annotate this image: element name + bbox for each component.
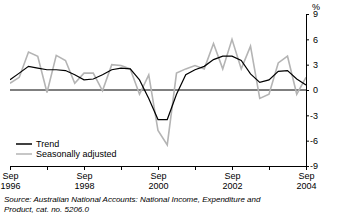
y-tick-mark bbox=[306, 141, 309, 142]
y-tick: 6 bbox=[306, 35, 318, 45]
x-tick-label: Sep1998 bbox=[74, 171, 94, 191]
x-tick-mark bbox=[84, 166, 85, 170]
x-tick: Sep2004 bbox=[296, 166, 316, 191]
source-note: Source: Australian National Accounts: Na… bbox=[4, 195, 261, 204]
y-tick-mark bbox=[306, 39, 309, 40]
y-tick-label: 0 bbox=[313, 85, 318, 95]
y-tick-label: 6 bbox=[313, 35, 318, 45]
source-note: Product, cat. no. 5206.0 bbox=[4, 205, 89, 214]
y-axis: 9630-3-6-9 bbox=[306, 9, 318, 171]
x-tick bbox=[195, 166, 196, 170]
legend-swatch bbox=[16, 143, 32, 145]
y-tick: 0 bbox=[306, 85, 318, 95]
y-tick-mark bbox=[306, 65, 309, 66]
x-tick-label: Sep1996 bbox=[0, 171, 20, 191]
x-tick-label: Sep2000 bbox=[148, 171, 168, 191]
x-tick-mark bbox=[158, 166, 159, 170]
x-tick-mark bbox=[306, 166, 307, 170]
x-tick-mark bbox=[269, 166, 270, 170]
x-tick-label: Sep2002 bbox=[222, 171, 242, 191]
x-tick: Sep1998 bbox=[74, 166, 94, 191]
chart: 9630-3-6-9%Sep1996Sep1998Sep2000Sep2002S… bbox=[0, 0, 340, 217]
x-tick bbox=[269, 166, 270, 170]
x-tick-mark bbox=[47, 166, 48, 170]
x-tick-mark bbox=[232, 166, 233, 170]
x-tick bbox=[47, 166, 48, 170]
x-tick: Sep1996 bbox=[0, 166, 20, 191]
legend-swatch bbox=[16, 153, 32, 155]
y-tick-label: 3 bbox=[313, 60, 318, 70]
y-tick: -6 bbox=[306, 136, 318, 146]
x-tick-mark bbox=[10, 166, 11, 170]
legend-label: Seasonally adjusted bbox=[36, 149, 117, 159]
y-tick-mark bbox=[306, 90, 309, 91]
legend: TrendSeasonally adjusted bbox=[16, 139, 117, 159]
y-tick-mark bbox=[306, 115, 309, 116]
series-line bbox=[10, 56, 306, 119]
x-tick bbox=[121, 166, 122, 170]
x-axis: Sep1996 Sep1998 Sep2000 Sep2002 Sep2004 bbox=[0, 166, 316, 191]
y-tick-label: -3 bbox=[310, 111, 318, 121]
y-axis-label: % bbox=[312, 2, 320, 12]
y-tick: -9 bbox=[306, 161, 318, 171]
y-tick-label: -9 bbox=[310, 161, 318, 171]
y-tick: 3 bbox=[306, 60, 318, 70]
x-tick-label: Sep2004 bbox=[296, 171, 316, 191]
y-axis-line bbox=[307, 15, 310, 167]
x-axis-line bbox=[11, 167, 307, 171]
y-tick-label: -6 bbox=[310, 136, 318, 146]
plot-area bbox=[10, 39, 306, 145]
x-tick: Sep2000 bbox=[148, 166, 168, 191]
x-tick: Sep2002 bbox=[222, 166, 242, 191]
series-line bbox=[10, 39, 306, 145]
x-tick-mark bbox=[121, 166, 122, 170]
y-tick-mark bbox=[306, 14, 309, 15]
y-tick: -3 bbox=[306, 111, 318, 121]
x-tick-mark bbox=[195, 166, 196, 170]
zero-line bbox=[10, 90, 306, 91]
legend-label: Trend bbox=[36, 139, 59, 149]
